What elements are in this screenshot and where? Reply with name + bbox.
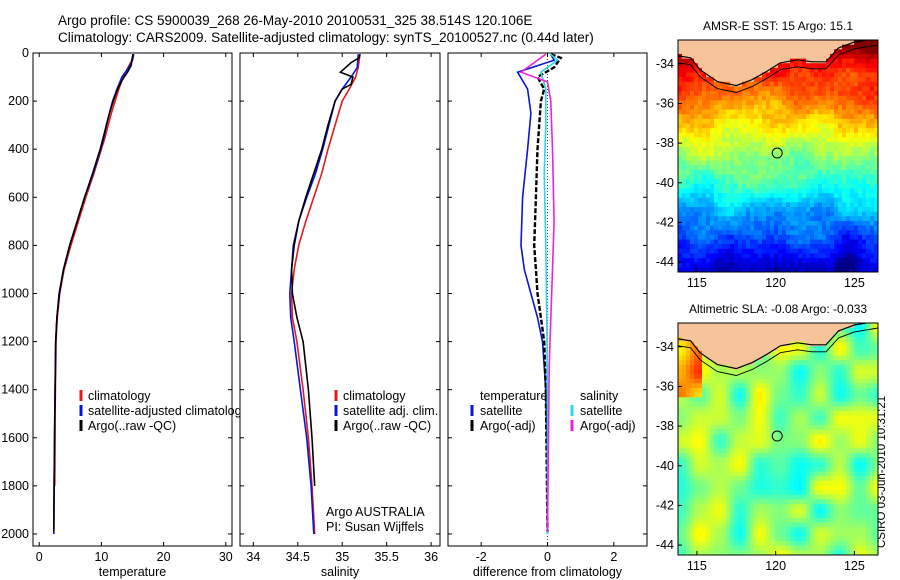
y-tick-label: -36 bbox=[656, 96, 674, 110]
x-tick-label: 36 bbox=[424, 550, 438, 564]
coastline bbox=[678, 323, 870, 370]
y-tick-label: -34 bbox=[656, 57, 674, 71]
legend-heading: temperature bbox=[480, 389, 547, 403]
map-frame bbox=[677, 39, 879, 273]
x-tick-label: 115 bbox=[687, 559, 707, 573]
y-tick-label: 600 bbox=[8, 190, 29, 204]
heatmap-cells bbox=[678, 40, 878, 272]
legend-label: Argo(..raw -QC) bbox=[88, 419, 176, 433]
figure-title-line-1: Argo profile: CS 5900039_268 26-May-2010… bbox=[58, 13, 533, 28]
series-line-0 bbox=[290, 54, 361, 535]
y-tick-label: -42 bbox=[656, 498, 674, 512]
figure-title-line-2: Climatology: CARS2009. Satellite-adjuste… bbox=[58, 30, 594, 45]
legend-label: climatology bbox=[88, 389, 151, 403]
y-tick-label: -42 bbox=[656, 215, 674, 229]
map-frame bbox=[677, 322, 879, 556]
y-tick-label: -44 bbox=[656, 538, 674, 552]
x-axis-label: difference from climatology bbox=[473, 565, 623, 579]
y-tick-label: -38 bbox=[656, 136, 674, 150]
y-tick-label: -36 bbox=[656, 379, 674, 393]
plot-frame bbox=[32, 52, 233, 547]
legend-label: climatology bbox=[343, 389, 406, 403]
series-line-1 bbox=[532, 53, 563, 532]
annotation-line-1: Argo AUSTRALIA bbox=[326, 505, 425, 519]
x-tick-label: 34 bbox=[246, 550, 260, 564]
x-tick-label: 20 bbox=[157, 550, 171, 564]
series-line-2 bbox=[290, 54, 361, 486]
x-tick-label: -2 bbox=[476, 550, 487, 564]
x-axis-label: temperature bbox=[99, 565, 166, 579]
heatmap-cells bbox=[678, 323, 878, 555]
y-tick-label: 1400 bbox=[1, 383, 29, 397]
y-tick-label: 800 bbox=[8, 238, 29, 252]
argo-float-marker bbox=[771, 147, 783, 159]
series-line-2 bbox=[539, 53, 559, 534]
y-tick-label: 400 bbox=[8, 142, 29, 156]
x-tick-label: 10 bbox=[94, 550, 108, 564]
legend-label: satellite-adjusted climatology bbox=[88, 404, 249, 418]
panel-salinity: 34 34.5 35 35.5 36 salinity climatologysatelli… bbox=[239, 52, 441, 579]
x-axis-label: salinity bbox=[321, 565, 360, 579]
panel-temperature: 0 10 20 30 0 200 400 600 800 1000 1200 1400 1600 1800… bbox=[1, 46, 248, 579]
x-tick-label: 115 bbox=[687, 276, 707, 290]
series-line-3 bbox=[519, 53, 555, 532]
series-line-2 bbox=[53, 54, 134, 532]
x-tick-label: 30 bbox=[219, 550, 233, 564]
y-tick-label: 200 bbox=[8, 94, 29, 108]
annotation-line-2: PI: Susan Wijffels bbox=[326, 520, 424, 534]
map-title: Altimetric SLA: -0.08 Argo: -0.033 bbox=[689, 302, 867, 316]
x-tick-label: 35 bbox=[335, 550, 349, 564]
x-tick-label: 120 bbox=[765, 559, 786, 573]
legend-label: Argo(..raw -QC) bbox=[343, 419, 431, 433]
y-tick-label: -44 bbox=[656, 255, 674, 269]
series-line-0 bbox=[516, 53, 556, 534]
x-tick-label: 35.5 bbox=[374, 550, 398, 564]
legend-label: Argo(-adj) bbox=[580, 419, 636, 433]
y-tick-label: 1000 bbox=[1, 286, 29, 300]
y-tick-label: 0 bbox=[22, 46, 29, 60]
y-tick-label: 2000 bbox=[1, 527, 29, 541]
legend-label: satellite adj. clim. bbox=[343, 404, 438, 418]
x-tick-label: 0 bbox=[544, 550, 551, 564]
x-tick-label: 125 bbox=[844, 276, 865, 290]
y-tick-label: -34 bbox=[656, 340, 674, 354]
map-sst: AMSR-E SST: 15 Argo: 15.1 115 120 125 -34 -36… bbox=[656, 19, 879, 290]
y-tick-label: 1200 bbox=[1, 335, 29, 349]
y-tick-label: 1600 bbox=[1, 431, 29, 445]
plot-frame bbox=[239, 52, 441, 547]
legend-label: satellite bbox=[480, 404, 522, 418]
shelf-contour bbox=[678, 327, 878, 376]
legend-heading: salinity bbox=[580, 389, 619, 403]
coastline bbox=[678, 40, 870, 87]
x-tick-label: 120 bbox=[765, 276, 786, 290]
y-tick-label: -38 bbox=[656, 419, 674, 433]
legend-label: Argo(-adj) bbox=[480, 419, 536, 433]
y-tick-label: 1800 bbox=[1, 479, 29, 493]
x-tick-label: 125 bbox=[844, 559, 865, 573]
map-sla: Altimetric SLA: -0.08 Argo: -0.033 115 120… bbox=[656, 302, 879, 573]
x-tick-label: 0 bbox=[36, 550, 43, 564]
shelf-contour bbox=[678, 44, 878, 93]
legend-label: satellite bbox=[580, 404, 622, 418]
x-tick-label: 2 bbox=[610, 550, 617, 564]
argo-float-marker bbox=[771, 430, 783, 442]
map-title: AMSR-E SST: 15 Argo: 15.1 bbox=[703, 19, 853, 33]
y-tick-label: -40 bbox=[656, 176, 674, 190]
x-tick-label: 34.5 bbox=[286, 550, 310, 564]
y-tick-label: -40 bbox=[656, 459, 674, 473]
